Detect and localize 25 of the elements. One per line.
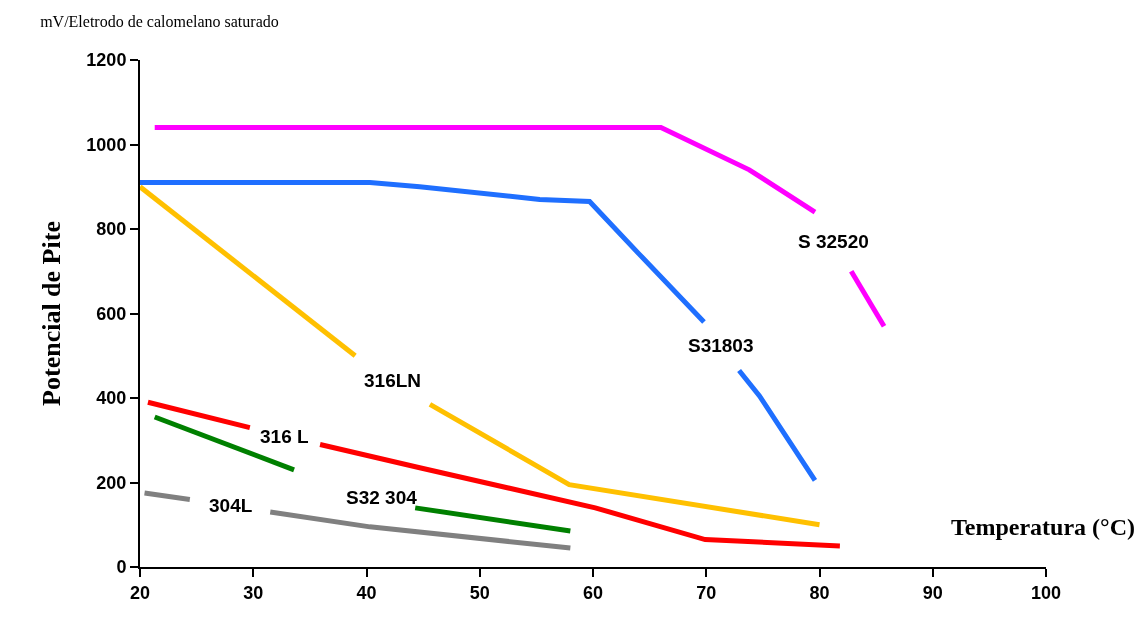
y-tick-label: 400 [96,388,127,409]
series-label: 316 L [260,426,309,447]
series-label: S31803 [688,335,754,356]
x-tick-label: 60 [582,582,604,603]
y-tick-label: 1000 [86,134,127,155]
y-tick-label: 600 [96,303,127,324]
y-tick-label: 1200 [86,50,127,71]
x-tick-label: 80 [809,582,830,603]
y-tick-label: 200 [96,472,127,493]
y-axis-title: Potencial de Pite [37,221,67,406]
x-axis-title: Temperatura (°C) [951,514,1136,540]
y-tick-label: 800 [96,219,127,240]
x-tick-label: 70 [696,582,717,603]
x-tick-label: 30 [243,582,264,603]
x-tick-label: 50 [469,582,490,603]
x-tick-label: 40 [356,582,377,603]
x-tick-label: 20 [129,582,151,603]
series-label: S 32520 [798,231,869,252]
chart-title: mV/Eletrodo de calomelano saturado [40,12,279,30]
x-tick-label: 100 [1030,582,1062,603]
series-label: S32 304 [346,487,418,508]
x-tick-label: 90 [922,582,943,603]
y-tick-label: 0 [116,557,127,578]
series-label: 304L [209,495,253,516]
series-label: 316LN [364,370,422,391]
